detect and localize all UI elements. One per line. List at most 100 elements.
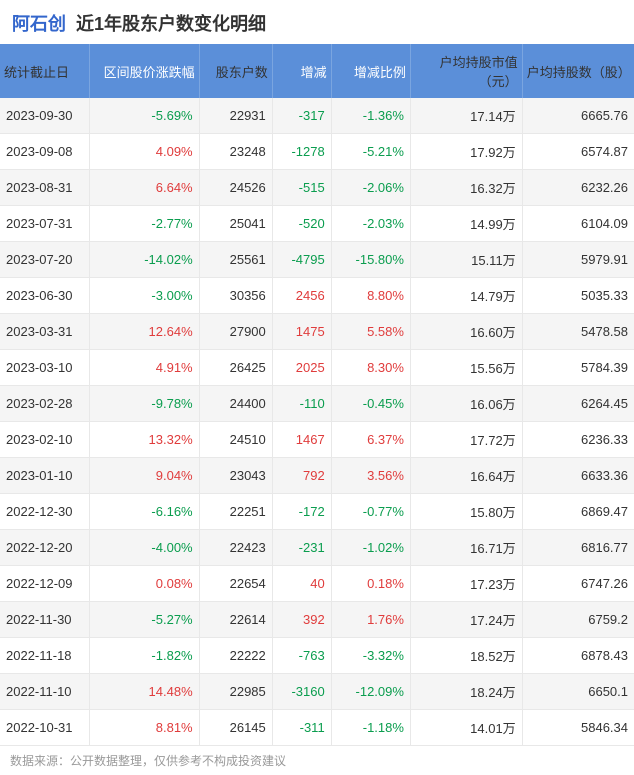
cell-shares: 6759.2 <box>522 602 634 638</box>
cell-count: 23248 <box>199 134 272 170</box>
cell-change: 1475 <box>272 314 331 350</box>
cell-price_pct: -4.00% <box>89 530 199 566</box>
table-row: 2023-09-084.09%23248-1278-5.21%17.92万657… <box>0 134 634 170</box>
cell-price_pct: 8.81% <box>89 710 199 746</box>
cell-ratio: -3.32% <box>331 638 410 674</box>
header: 阿石创 近1年股东户数变化明细 <box>0 0 634 44</box>
cell-count: 22931 <box>199 98 272 134</box>
cell-date: 2023-01-10 <box>0 458 89 494</box>
cell-value: 15.11万 <box>410 242 522 278</box>
cell-date: 2023-09-08 <box>0 134 89 170</box>
cell-shares: 5784.39 <box>522 350 634 386</box>
cell-shares: 5035.33 <box>522 278 634 314</box>
col-header-value: 户均持股市值（元） <box>410 44 522 98</box>
cell-count: 24526 <box>199 170 272 206</box>
table-row: 2023-08-316.64%24526-515-2.06%16.32万6232… <box>0 170 634 206</box>
cell-count: 23043 <box>199 458 272 494</box>
table-row: 2022-11-1014.48%22985-3160-12.09%18.24万6… <box>0 674 634 710</box>
cell-count: 24400 <box>199 386 272 422</box>
cell-count: 22614 <box>199 602 272 638</box>
cell-price_pct: -14.02% <box>89 242 199 278</box>
cell-shares: 6878.43 <box>522 638 634 674</box>
cell-change: -520 <box>272 206 331 242</box>
cell-ratio: -1.36% <box>331 98 410 134</box>
cell-change: 1467 <box>272 422 331 458</box>
table-row: 2022-12-090.08%22654400.18%17.23万6747.26 <box>0 566 634 602</box>
cell-ratio: 8.80% <box>331 278 410 314</box>
cell-value: 14.99万 <box>410 206 522 242</box>
col-header-shares: 户均持股数（股） <box>522 44 634 98</box>
cell-value: 16.06万 <box>410 386 522 422</box>
table-row: 2023-07-20-14.02%25561-4795-15.80%15.11万… <box>0 242 634 278</box>
cell-count: 24510 <box>199 422 272 458</box>
cell-price_pct: -6.16% <box>89 494 199 530</box>
cell-shares: 5979.91 <box>522 242 634 278</box>
cell-price_pct: 6.64% <box>89 170 199 206</box>
cell-price_pct: -5.69% <box>89 98 199 134</box>
col-header-date: 统计截止日 <box>0 44 89 98</box>
cell-change: -763 <box>272 638 331 674</box>
cell-price_pct: -3.00% <box>89 278 199 314</box>
cell-value: 16.71万 <box>410 530 522 566</box>
table-row: 2022-10-318.81%26145-311-1.18%14.01万5846… <box>0 710 634 746</box>
cell-shares: 6236.33 <box>522 422 634 458</box>
cell-date: 2023-03-10 <box>0 350 89 386</box>
table-row: 2022-11-18-1.82%22222-763-3.32%18.52万687… <box>0 638 634 674</box>
table-row: 2023-02-28-9.78%24400-110-0.45%16.06万626… <box>0 386 634 422</box>
cell-change: 392 <box>272 602 331 638</box>
table-row: 2023-09-30-5.69%22931-317-1.36%17.14万666… <box>0 98 634 134</box>
col-header-count: 股东户数 <box>199 44 272 98</box>
cell-ratio: -0.77% <box>331 494 410 530</box>
cell-change: -515 <box>272 170 331 206</box>
cell-count: 26425 <box>199 350 272 386</box>
table-row: 2023-03-104.91%2642520258.30%15.56万5784.… <box>0 350 634 386</box>
cell-value: 15.80万 <box>410 494 522 530</box>
cell-value: 16.60万 <box>410 314 522 350</box>
cell-date: 2023-07-20 <box>0 242 89 278</box>
table-row: 2023-02-1013.32%2451014676.37%17.72万6236… <box>0 422 634 458</box>
table-row: 2022-12-20-4.00%22423-231-1.02%16.71万681… <box>0 530 634 566</box>
col-header-price_pct: 区间股价涨跌幅 <box>89 44 199 98</box>
cell-shares: 6633.36 <box>522 458 634 494</box>
cell-value: 17.24万 <box>410 602 522 638</box>
cell-price_pct: -9.78% <box>89 386 199 422</box>
cell-value: 17.92万 <box>410 134 522 170</box>
cell-ratio: -2.03% <box>331 206 410 242</box>
cell-price_pct: 4.09% <box>89 134 199 170</box>
cell-date: 2022-11-18 <box>0 638 89 674</box>
cell-change: -4795 <box>272 242 331 278</box>
cell-date: 2023-07-31 <box>0 206 89 242</box>
cell-shares: 5478.58 <box>522 314 634 350</box>
table-container: 阿石创 近1年股东户数变化明细 统计截止日区间股价涨跌幅股东户数增减增减比例户均… <box>0 0 634 775</box>
cell-date: 2023-06-30 <box>0 278 89 314</box>
cell-shares: 5846.34 <box>522 710 634 746</box>
cell-shares: 6650.1 <box>522 674 634 710</box>
table-row: 2023-01-109.04%230437923.56%16.64万6633.3… <box>0 458 634 494</box>
cell-price_pct: -5.27% <box>89 602 199 638</box>
cell-change: -172 <box>272 494 331 530</box>
cell-shares: 6816.77 <box>522 530 634 566</box>
cell-value: 18.24万 <box>410 674 522 710</box>
shareholder-table: 统计截止日区间股价涨跌幅股东户数增减增减比例户均持股市值（元）户均持股数（股） … <box>0 44 634 746</box>
cell-ratio: -5.21% <box>331 134 410 170</box>
cell-ratio: -0.45% <box>331 386 410 422</box>
cell-count: 22423 <box>199 530 272 566</box>
company-name[interactable]: 阿石创 <box>12 10 66 36</box>
cell-date: 2023-02-28 <box>0 386 89 422</box>
cell-ratio: 0.18% <box>331 566 410 602</box>
cell-date: 2022-12-20 <box>0 530 89 566</box>
cell-change: 40 <box>272 566 331 602</box>
cell-price_pct: 14.48% <box>89 674 199 710</box>
cell-date: 2023-03-31 <box>0 314 89 350</box>
cell-shares: 6574.87 <box>522 134 634 170</box>
cell-price_pct: 13.32% <box>89 422 199 458</box>
cell-ratio: 8.30% <box>331 350 410 386</box>
cell-shares: 6104.09 <box>522 206 634 242</box>
cell-date: 2022-10-31 <box>0 710 89 746</box>
cell-price_pct: 9.04% <box>89 458 199 494</box>
cell-shares: 6747.26 <box>522 566 634 602</box>
page-title: 近1年股东户数变化明细 <box>76 10 266 36</box>
cell-shares: 6665.76 <box>522 98 634 134</box>
cell-ratio: -1.02% <box>331 530 410 566</box>
cell-ratio: -1.18% <box>331 710 410 746</box>
